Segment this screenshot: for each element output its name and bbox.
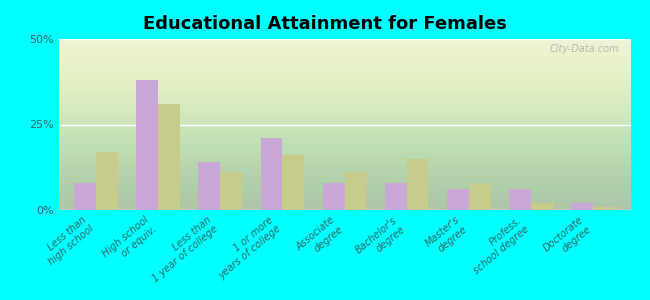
Bar: [96, 152, 118, 210]
Bar: [198, 162, 220, 210]
Bar: [593, 207, 615, 210]
Bar: [447, 190, 469, 210]
Bar: [571, 203, 593, 210]
Bar: [136, 80, 158, 210]
Bar: [531, 203, 552, 210]
Bar: [509, 190, 531, 210]
Bar: [385, 183, 407, 210]
Bar: [344, 172, 366, 210]
Bar: [469, 183, 491, 210]
Bar: [220, 172, 242, 210]
Text: Educational Attainment for Females: Educational Attainment for Females: [143, 15, 507, 33]
Bar: [282, 155, 304, 210]
Bar: [261, 138, 282, 210]
Bar: [407, 159, 428, 210]
Bar: [74, 183, 96, 210]
Bar: [323, 183, 345, 210]
Text: City-Data.com: City-Data.com: [549, 44, 619, 54]
Bar: [158, 104, 180, 210]
